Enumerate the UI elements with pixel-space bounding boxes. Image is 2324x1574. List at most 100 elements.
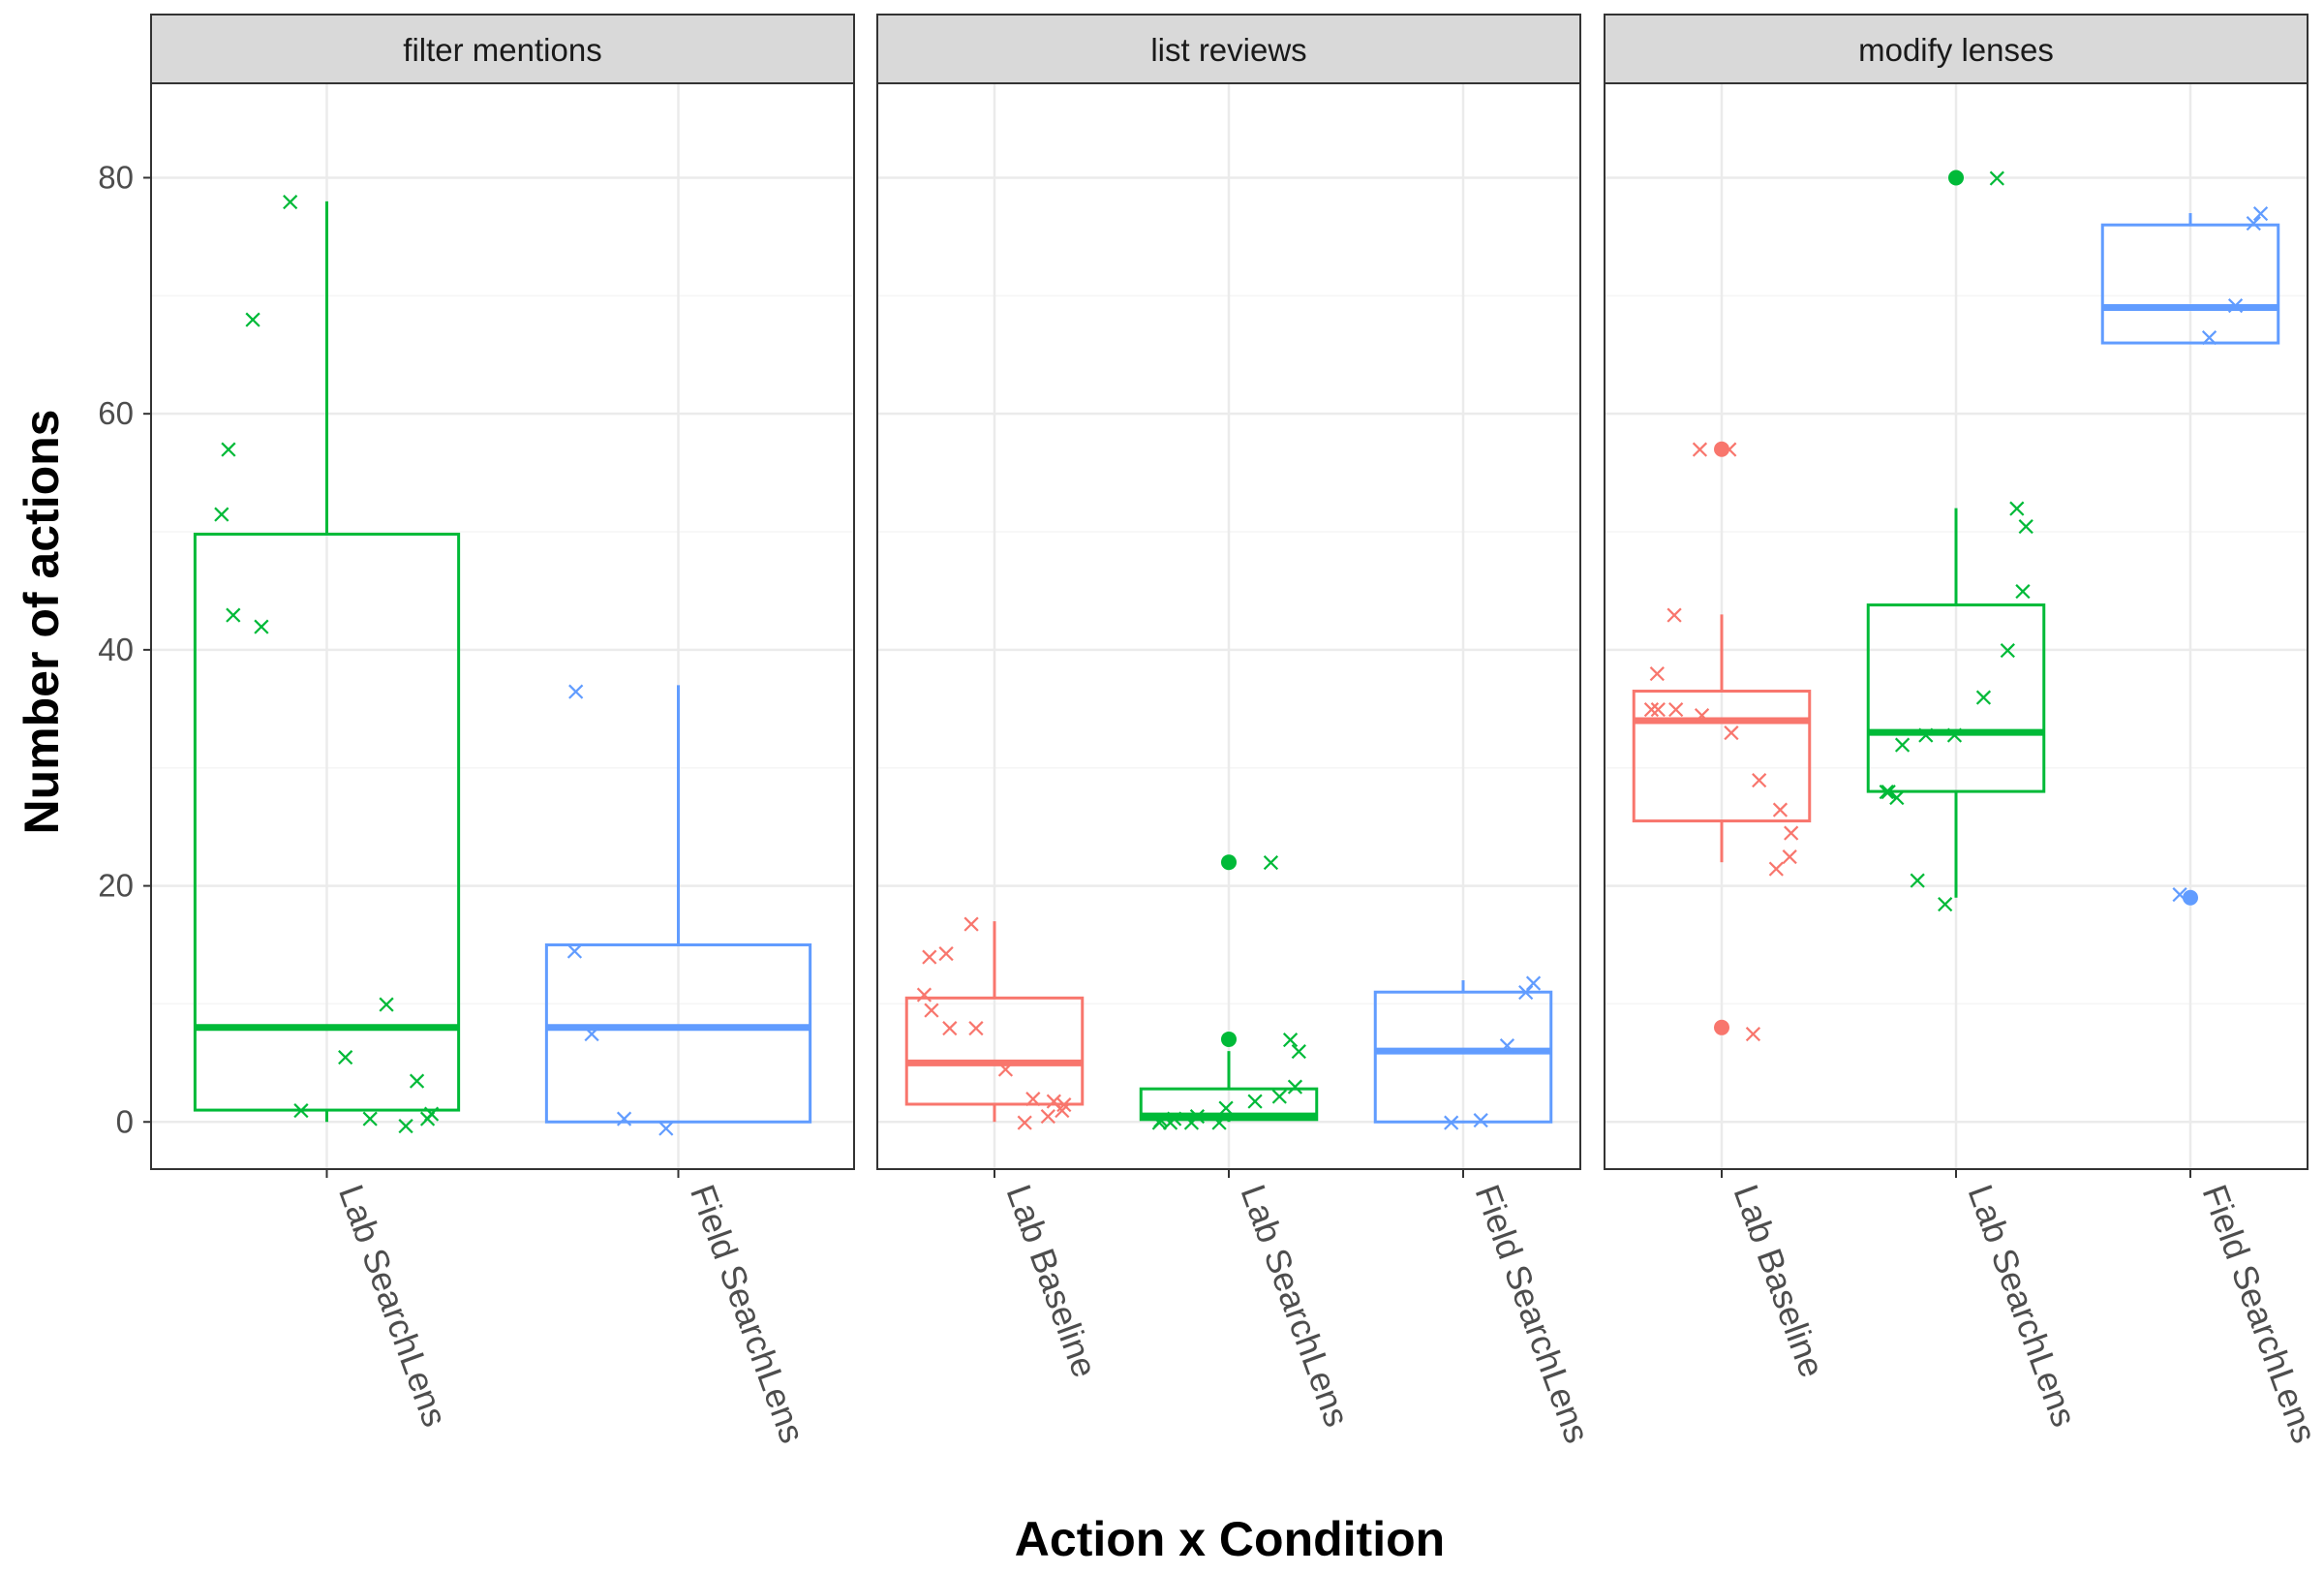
data-point: × — [1148, 1107, 1171, 1137]
box-iqr — [1373, 990, 1553, 1124]
data-point: × — [1647, 694, 1669, 725]
data-point: × — [564, 937, 586, 967]
y-axis-title: Number of actions — [15, 410, 69, 835]
data-point: × — [2015, 511, 2037, 541]
box-field-searchlens: ××××× — [1373, 968, 1553, 1137]
panel-border — [150, 82, 855, 1170]
data-point: × — [1496, 1031, 1518, 1061]
x-axis-title: Action x Condition — [1015, 1512, 1445, 1566]
data-point: × — [210, 500, 232, 530]
data-point: × — [1664, 600, 1686, 630]
data-point: × — [1779, 842, 1801, 872]
data-point: × — [1719, 435, 1741, 465]
data-point: × — [1878, 777, 1900, 807]
data-point: × — [290, 1096, 313, 1126]
data-point: × — [1780, 818, 1802, 849]
panel-strip-label: list reviews — [1150, 32, 1306, 68]
data-point: × — [1054, 1090, 1076, 1120]
data-point: × — [218, 435, 240, 465]
data-point: × — [1470, 1105, 1492, 1135]
data-point: × — [1051, 1096, 1073, 1126]
box-lab-baseline: ×××××××××××××× × — [1632, 435, 1812, 1049]
data-point: × — [2169, 880, 2191, 910]
box-lab-searchlens: ×××××××××××××× — [193, 187, 461, 1141]
panel-strip — [150, 14, 855, 84]
data-point: × — [1159, 1107, 1181, 1137]
data-point: × — [395, 1111, 417, 1141]
data-point: × — [1742, 1019, 1764, 1049]
data-point: × — [2243, 208, 2265, 238]
box-iqr — [1866, 603, 2046, 793]
box-lab-searchlens: ×××××××××××××× — [1139, 848, 1319, 1137]
box-lab-baseline: × ××××××××××××× — [904, 910, 1085, 1137]
panel-border — [876, 82, 1581, 1170]
data-point: × — [376, 989, 398, 1019]
data-point: × — [939, 1013, 962, 1043]
data-point: × — [1997, 635, 2019, 665]
data-point: × — [2198, 323, 2220, 353]
data-point: × — [420, 1099, 443, 1129]
data-point: × — [1691, 700, 1713, 730]
outlier-point — [1948, 170, 1964, 186]
data-point: × — [334, 1042, 356, 1072]
box-lab-searchlens: ×××××××××××××× — [1866, 163, 2046, 919]
y-tick-label-0: 0 — [116, 1103, 134, 1139]
data-point: × — [961, 910, 983, 940]
data-point: × — [1043, 1086, 1065, 1116]
data-point: × — [1891, 729, 1913, 759]
y-axis: 0 20 40 60 80 — [98, 159, 151, 1139]
data-point: × — [1440, 1107, 1462, 1137]
data-point: × — [1215, 1094, 1238, 1124]
data-point: × — [935, 939, 958, 969]
y-tick-label-40: 40 — [98, 632, 134, 667]
box-field-searchlens: ××××× — [2100, 199, 2280, 910]
data-point: × — [1514, 977, 1537, 1007]
data-point: × — [2012, 576, 2034, 606]
panel-plot-area — [151, 83, 854, 1169]
data-point: × — [1163, 1104, 1185, 1134]
data-point: × — [1885, 783, 1908, 813]
data-point: × — [1765, 853, 1788, 883]
data-point: × — [251, 612, 273, 642]
data-point: × — [2006, 494, 2029, 524]
y-tick-label-60: 60 — [98, 395, 134, 431]
data-point: × — [1288, 1036, 1310, 1066]
data-point: × — [581, 1019, 603, 1049]
panel-filter-mentions: filter mentions× × ××××××××××××Lab SearchL… — [150, 14, 855, 1448]
panel-strip — [1604, 14, 2309, 84]
data-point: × — [1037, 1101, 1059, 1131]
data-point: × — [913, 980, 935, 1010]
data-point: × — [1646, 659, 1668, 689]
data-point: × — [1269, 1081, 1291, 1111]
data-point: × — [1721, 718, 1743, 748]
data-point: × — [1260, 848, 1282, 878]
data-point: × — [1972, 683, 1995, 713]
data-point: × — [1934, 889, 1956, 919]
data-point: × — [416, 1104, 439, 1134]
data-point: × — [2249, 199, 2272, 229]
data-point: × — [965, 1013, 988, 1043]
data-point: × — [1665, 694, 1687, 725]
box-iqr — [2100, 223, 2280, 345]
panel-strip — [876, 14, 1581, 84]
box-iqr — [1632, 690, 1812, 823]
data-point: × — [1244, 1086, 1267, 1116]
data-point: × — [1748, 765, 1770, 795]
data-point: × — [2224, 291, 2247, 321]
panel-list-reviews: list reviews× ×××××××××××××Lab Baseline××… — [876, 14, 1598, 1448]
data-point: × — [1522, 968, 1544, 998]
box-iqr — [1139, 1087, 1319, 1122]
data-point: × — [1986, 163, 2008, 193]
data-point: × — [565, 677, 587, 707]
data-point: × — [222, 600, 244, 630]
data-point: × — [406, 1066, 428, 1096]
box-iqr — [193, 532, 461, 1112]
outlier-point — [1221, 1031, 1237, 1047]
data-point: × — [1914, 721, 1937, 751]
data-point: × — [1208, 1107, 1231, 1137]
outlier-point — [1714, 1019, 1729, 1035]
data-point: × — [1186, 1101, 1208, 1131]
data-point: × — [1769, 794, 1791, 824]
data-point: × — [1014, 1107, 1036, 1137]
